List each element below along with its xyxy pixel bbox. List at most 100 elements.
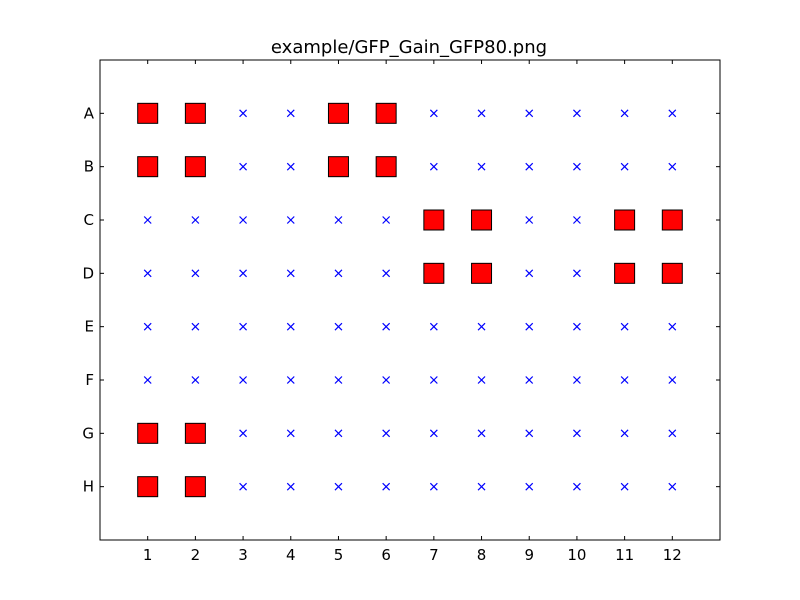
miss-x-D1	[143, 269, 152, 278]
x-tick-label-6: 6	[381, 546, 391, 564]
miss-x-C2	[191, 216, 200, 224]
x-tick-label-9: 9	[524, 546, 534, 564]
miss-x-G6	[382, 429, 391, 438]
miss-x-H7	[429, 482, 438, 491]
miss-x-F3	[239, 376, 248, 384]
miss-x-B9	[525, 162, 534, 171]
miss-x-H12	[668, 482, 677, 491]
hit-square-A2	[184, 102, 206, 124]
x-tick-label-8: 8	[477, 546, 487, 564]
miss-x-C1	[143, 216, 152, 224]
y-tick-label-G: G	[82, 424, 94, 442]
hit-square-B1	[137, 156, 159, 178]
miss-x-H8	[477, 482, 486, 491]
miss-x-F9	[525, 376, 534, 384]
miss-x-H4	[286, 482, 295, 491]
miss-x-C10	[572, 216, 581, 224]
x-tick-label-10: 10	[567, 546, 586, 564]
hit-square-H2	[184, 476, 206, 498]
miss-x-C9	[525, 216, 534, 224]
hit-square-H1	[137, 476, 159, 498]
hit-square-D11	[614, 262, 636, 284]
hit-square-A5	[327, 102, 349, 124]
hit-square-C7	[423, 209, 445, 231]
miss-x-D4	[286, 269, 295, 278]
hit-square-D12	[661, 262, 683, 284]
miss-x-F2	[191, 376, 200, 384]
miss-x-G11	[620, 429, 629, 438]
hit-square-G2	[184, 422, 206, 444]
miss-x-G12	[668, 429, 677, 438]
miss-x-D10	[572, 269, 581, 278]
miss-x-B10	[572, 162, 581, 171]
miss-x-B12	[668, 162, 677, 171]
miss-x-D9	[525, 269, 534, 278]
miss-x-H5	[334, 482, 343, 491]
miss-x-B3	[239, 162, 248, 171]
miss-x-E8	[477, 322, 486, 331]
miss-x-G3	[239, 429, 248, 438]
miss-x-A11	[620, 109, 629, 118]
miss-x-D2	[191, 269, 200, 278]
miss-x-H11	[620, 482, 629, 491]
hit-square-C12	[661, 209, 683, 231]
hit-square-D8	[471, 262, 493, 284]
miss-x-A9	[525, 109, 534, 118]
hit-square-B5	[327, 156, 349, 178]
miss-x-A12	[668, 109, 677, 118]
miss-x-G8	[477, 429, 486, 438]
y-tick-label-H: H	[83, 478, 94, 496]
miss-x-B7	[429, 162, 438, 171]
miss-x-F11	[620, 376, 629, 384]
miss-x-E7	[429, 322, 438, 331]
miss-x-D5	[334, 269, 343, 278]
miss-x-F10	[572, 376, 581, 384]
miss-x-G9	[525, 429, 534, 438]
hit-square-C8	[471, 209, 493, 231]
miss-x-B11	[620, 162, 629, 171]
miss-x-G7	[429, 429, 438, 438]
chart-title: example/GFP_Gain_GFP80.png	[271, 37, 547, 58]
y-tick-label-B: B	[84, 158, 94, 176]
hit-square-G1	[137, 422, 159, 444]
miss-x-E12	[668, 322, 677, 331]
x-tick-label-2: 2	[191, 546, 201, 564]
x-tick-label-5: 5	[334, 546, 344, 564]
x-tick-label-7: 7	[429, 546, 439, 564]
miss-x-F6	[382, 376, 391, 384]
miss-x-D6	[382, 269, 391, 278]
miss-x-F12	[668, 376, 677, 384]
miss-x-C6	[382, 216, 391, 224]
miss-x-C4	[286, 216, 295, 224]
miss-x-A4	[286, 109, 295, 118]
miss-x-A8	[477, 109, 486, 118]
miss-x-F5	[334, 376, 343, 384]
x-tick-label-12: 12	[663, 546, 682, 564]
miss-x-B4	[286, 162, 295, 171]
y-tick-label-E: E	[85, 318, 94, 336]
miss-x-E9	[525, 322, 534, 331]
hit-square-C11	[614, 209, 636, 231]
miss-x-C3	[239, 216, 248, 224]
chart-marks	[137, 102, 683, 498]
miss-x-D3	[239, 269, 248, 278]
miss-x-H3	[239, 482, 248, 491]
hit-square-B6	[375, 156, 397, 178]
miss-x-F4	[286, 376, 295, 384]
hit-square-A6	[375, 102, 397, 124]
miss-x-E4	[286, 322, 295, 331]
miss-x-E10	[572, 322, 581, 331]
y-tick-label-D: D	[82, 264, 94, 282]
miss-x-E2	[191, 322, 200, 331]
miss-x-E3	[239, 322, 248, 331]
axes-frame	[99, 59, 721, 541]
miss-x-F7	[429, 376, 438, 384]
miss-x-H6	[382, 482, 391, 491]
miss-x-H9	[525, 482, 534, 491]
miss-x-E6	[382, 322, 391, 331]
miss-x-B8	[477, 162, 486, 171]
